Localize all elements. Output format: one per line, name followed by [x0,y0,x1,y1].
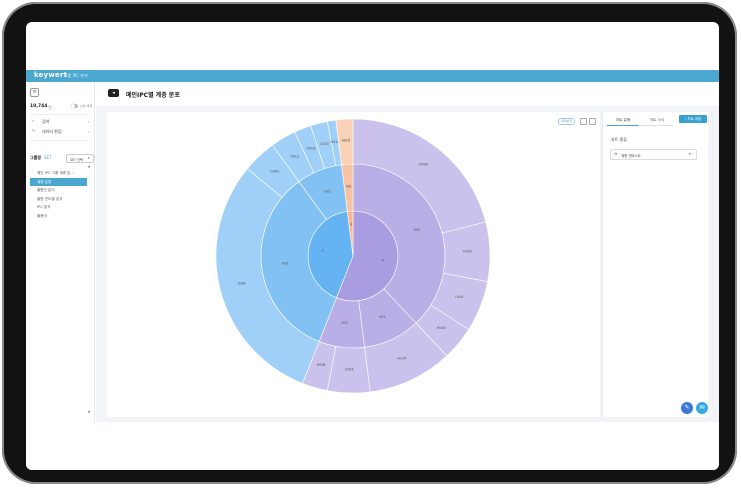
page-title: 메인IPC별 계층 분포 [126,92,180,99]
result-count-unit: 건 [48,105,52,110]
back-button[interactable]: ◂ [108,89,119,97]
chart-save-button[interactable]: ⤓ 차트 저장 [679,115,707,123]
sunburst-label-g06f: G06F [238,281,247,285]
sunburst-chart: H G A H04 H01 H05 G06 G01 A61 H04W H04B H04L H04N H01… [215,118,491,394]
sunburst-label-g06: G06 [282,262,289,266]
select-toggle[interactable] [71,104,78,108]
download-icon: ⤓ [684,117,688,121]
list-item[interactable]: 불용어 [37,213,47,218]
hamburger-menu-icon[interactable]: ≡ [30,88,39,97]
divider [30,114,90,115]
sunburst-label-h05: H05 [341,321,347,325]
sunburst-label-h01: H01 [379,315,385,319]
edit-icon: ✎ [32,128,36,133]
bottom-area [26,422,719,470]
group-list: 메인 IPC 그룹 계층 분... 계층 분류 출원인 분석 출원 연도별 분석… [30,169,87,220]
sunburst-label-g06q: G06Q [270,170,280,174]
nav-data-edit[interactable]: 데이터 편집 [42,129,62,134]
sunburst-label-g: G [321,249,324,253]
right-panel: 차트 유형 차트 서식 ⤓ 차트 저장 차트 종류 ◔ 계층 선버스트 ▾ ✎ … [602,112,708,417]
sunburst-segment-a61b[interactable] [335,118,354,166]
list-item[interactable]: 계층 분류 [30,177,87,186]
sunburst-label-a61: A61 [346,185,352,189]
group-label: 그룹핑 [30,155,42,160]
sunburst-label-h04: H04 [413,228,419,232]
brand-logo[interactable]: keywert [34,71,68,79]
page-header: ◂ 메인IPC별 계층 분포 [96,82,719,106]
search-icon: ⌕ [32,118,35,123]
sunburst-label-g01s: G01S [290,154,299,158]
chart-panel: 미리보기 H G A H04 H01 H05 G06 G01 A61 H04W H04B H04L H0… [107,112,600,417]
scroll-down-icon[interactable]: ▼ [88,410,91,414]
chevron-down-icon: ▾ [689,152,691,156]
sunburst-label-g01r: G01R [320,142,330,146]
sunburst-label-a: A [350,223,353,227]
sunburst-label-g01n: G01N [306,147,316,151]
sunburst-label-g01c: G01C [331,140,341,144]
sunburst-label-g01: G01 [325,189,332,193]
brand-subtitle: 그룹 IPC 분석 [64,73,88,78]
toggle-label: 선택 해제 [80,104,92,108]
help-chat-button[interactable]: ✎ [681,402,693,414]
fullscreen-icon[interactable] [580,118,587,125]
sunburst-label-h04w: H04W [418,163,428,167]
main-content: ◂ 메인IPC별 계층 분포 미리보기 H G A H04 H01 H05 G06 G01 A6… [96,82,719,422]
divider [30,140,90,141]
sunburst-label-h05b: H05B [317,363,326,367]
list-item[interactable]: 출원인 분석 [37,188,55,192]
sunburst-label-h01m: H01M [397,357,406,361]
result-count: 10,744 [30,104,48,109]
download-icon[interactable] [589,118,596,125]
top-bar: keywert 그룹 IPC 분석 [26,70,719,82]
group-sub: SET [44,155,52,160]
list-item[interactable]: IPC 분석 [37,205,51,209]
tab-chart-format[interactable]: 차트 서식 [641,116,673,126]
sunburst-label-a61b: A61B [342,139,350,143]
sunburst-segment-g06f[interactable] [215,168,320,384]
chart-type-select[interactable]: ◔ 계층 선버스트 ▾ [610,149,697,160]
sunburst-label-h04b: H04B [463,249,472,253]
message-button[interactable]: ✉ [696,402,708,414]
sunburst-label-h04l: H04L [455,295,463,299]
sunburst-label-h04n: H04N [437,326,446,330]
sunburst-label-h05k: H05K [345,367,354,371]
chevron-right-icon: › [88,129,90,134]
sidebar: ≡ 10,744 건 선택 해제 ⌕ 검색 › ✎ 데이터 편집 › 그룹핑 S… [26,82,95,422]
screen: keywert 그룹 IPC 분석 ≡ 10,744 건 선택 해제 ⌕ 검색 … [26,22,719,470]
chevron-right-icon: › [88,178,90,183]
list-item[interactable]: 메인 IPC 그룹 계층 분... [37,171,74,175]
section-label: 차트 종류 [611,137,627,142]
sunburst-label-h: H [382,259,385,263]
group-select[interactable]: SET 선택 ▾ [66,154,94,163]
chevron-right-icon: › [88,119,90,124]
nav-search[interactable]: 검색 [42,119,50,124]
list-item[interactable]: 출원 연도별 분석 [37,196,63,201]
collapse-arrow-icon[interactable]: ▲ [88,164,91,168]
chevron-down-icon: ▾ [88,156,90,160]
tablet-frame: keywert 그룹 IPC 분석 ≡ 10,744 건 선택 해제 ⌕ 검색 … [2,2,737,484]
tab-chart-type[interactable]: 차트 유형 [607,116,639,126]
preview-button[interactable]: 미리보기 [558,118,576,125]
sunburst-icon: ◔ [614,152,618,156]
